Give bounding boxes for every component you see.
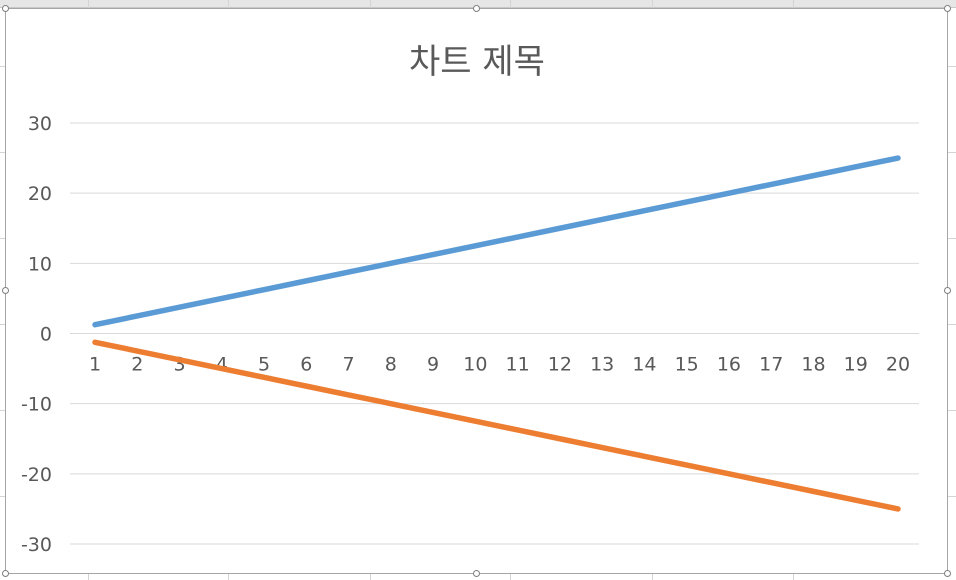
- x-tick-label: 11: [506, 354, 530, 376]
- x-tick-label: 13: [590, 354, 614, 376]
- y-tick-label: -10: [21, 394, 52, 416]
- y-tick-label: 30: [28, 113, 52, 135]
- chart-title[interactable]: 차트 제목: [409, 42, 545, 82]
- resize-handle-top-right[interactable]: [944, 5, 951, 12]
- x-tick-label: 18: [801, 354, 825, 376]
- series-line-2: [92, 339, 901, 512]
- x-tick-label: 12: [548, 354, 572, 376]
- resize-handle-bottom-left[interactable]: [2, 570, 9, 577]
- gridlines: [70, 122, 919, 545]
- series-lines: [92, 155, 901, 512]
- y-tick-label: 20: [28, 183, 52, 205]
- y-axis-tick-labels: 30 20 10 0 -10 -20 -30: [21, 113, 52, 556]
- resize-handle-top[interactable]: [473, 5, 480, 12]
- x-tick-label: 9: [427, 354, 439, 376]
- x-tick-label: 1: [89, 354, 101, 376]
- resize-handle-top-left[interactable]: [2, 5, 9, 12]
- resize-handle-right[interactable]: [944, 287, 951, 294]
- resize-handle-left[interactable]: [2, 287, 9, 294]
- x-tick-label: 7: [343, 354, 355, 376]
- series-line-1: [92, 155, 901, 328]
- x-tick-label: 8: [385, 354, 397, 376]
- x-tick-label: 5: [258, 354, 270, 376]
- y-tick-label: -30: [21, 534, 52, 556]
- x-tick-label: 20: [886, 354, 910, 376]
- x-tick-label: 10: [463, 354, 487, 376]
- resize-handle-bottom-right[interactable]: [944, 570, 951, 577]
- x-tick-label: 16: [717, 354, 741, 376]
- x-tick-label: 2: [131, 354, 143, 376]
- x-tick-label: 17: [759, 354, 783, 376]
- y-tick-label: 0: [40, 324, 52, 346]
- y-tick-label: -20: [21, 464, 52, 486]
- y-tick-label: 10: [28, 253, 52, 275]
- x-tick-label: 19: [844, 354, 868, 376]
- x-tick-label: 15: [675, 354, 699, 376]
- x-tick-label: 6: [300, 354, 312, 376]
- x-tick-label: 14: [632, 354, 656, 376]
- resize-handle-bottom[interactable]: [473, 570, 480, 577]
